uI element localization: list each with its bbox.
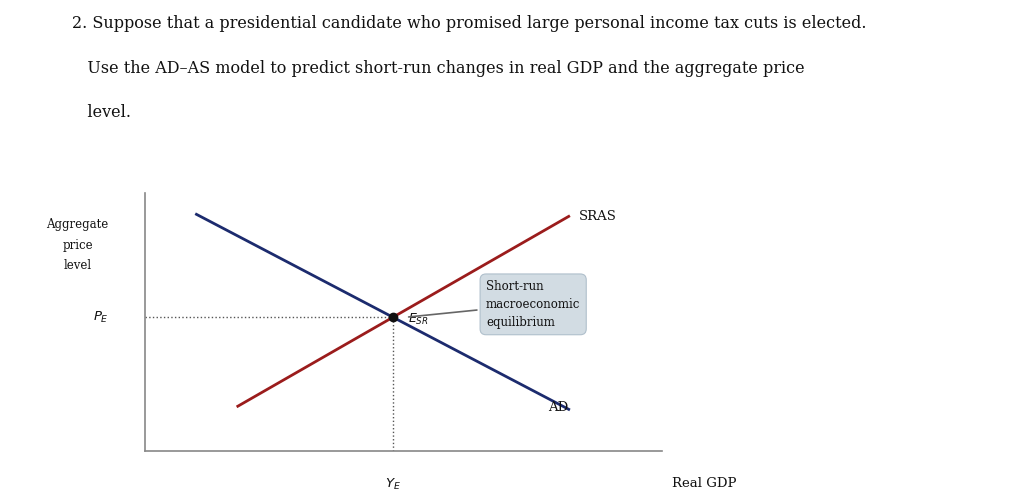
Text: SRAS: SRAS — [579, 210, 617, 223]
Text: Aggregate: Aggregate — [47, 218, 109, 231]
Text: $E_{SR}$: $E_{SR}$ — [408, 312, 429, 327]
Text: $P_E$: $P_E$ — [93, 310, 109, 325]
Text: level.: level. — [72, 104, 131, 121]
Text: 2. Suppose that a presidential candidate who promised large personal income tax : 2. Suppose that a presidential candidate… — [72, 15, 866, 32]
Text: AD: AD — [548, 401, 569, 414]
Text: level: level — [63, 259, 92, 272]
Text: $Y_E$: $Y_E$ — [385, 477, 401, 492]
Text: Use the AD–AS model to predict short-run changes in real GDP and the aggregate p: Use the AD–AS model to predict short-run… — [72, 60, 805, 76]
Text: price: price — [62, 239, 93, 251]
Text: Short-run
macroeconomic
equilibrium: Short-run macroeconomic equilibrium — [408, 280, 580, 329]
Text: Real GDP: Real GDP — [672, 477, 736, 490]
